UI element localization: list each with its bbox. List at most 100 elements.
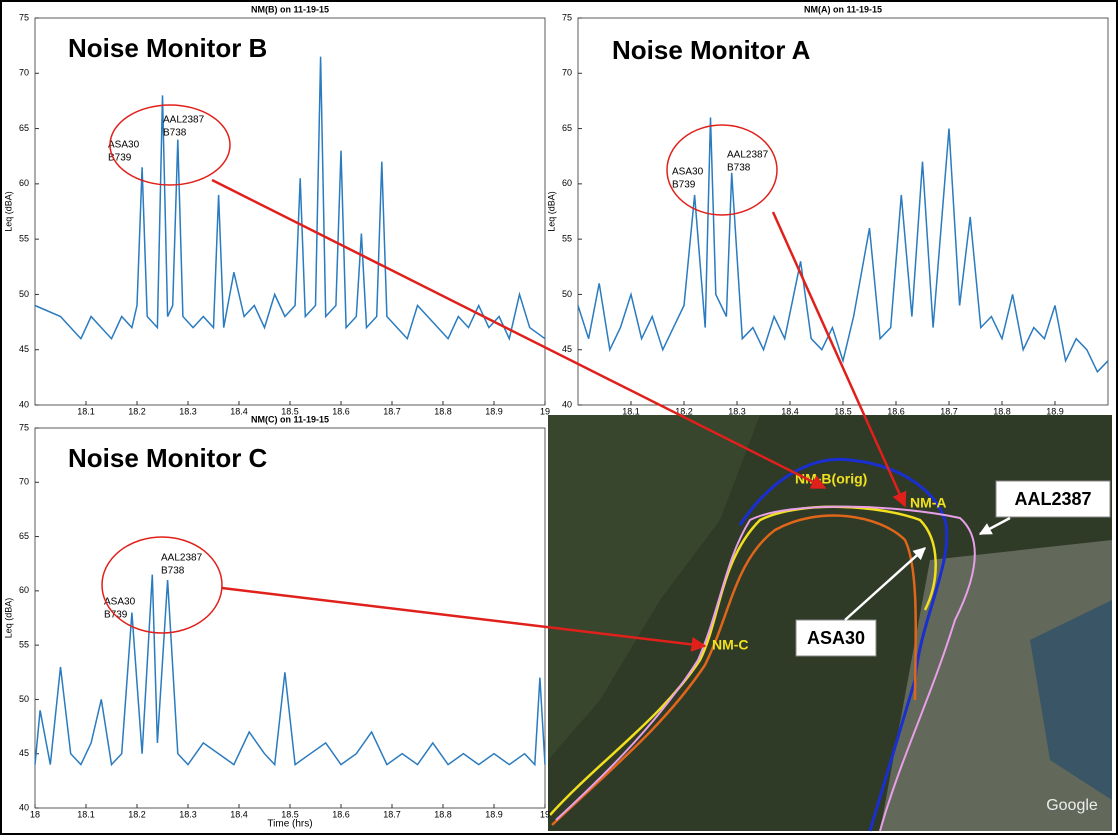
map-credit: Google xyxy=(1046,797,1098,814)
y-tick-label: 40 xyxy=(562,399,572,409)
annotation: ASA30 xyxy=(108,140,140,151)
annotation: AAL2387 xyxy=(727,150,769,161)
x-tick-label: 18 xyxy=(30,809,40,819)
y-tick-label: 50 xyxy=(562,289,572,299)
plot-area xyxy=(577,17,1109,406)
annotation: B738 xyxy=(161,566,185,577)
y-tick-label: 75 xyxy=(19,12,29,22)
callout-box xyxy=(795,619,877,657)
highlight-ellipse xyxy=(101,536,223,634)
map-label: NM-C xyxy=(712,637,749,653)
map-water xyxy=(1030,600,1112,800)
x-tick-label: 18.8 xyxy=(434,406,452,416)
chart: NM(C) on 11-19-15 Noise Monitor C Leq (dBA… xyxy=(3,414,550,829)
track-orange xyxy=(551,514,918,826)
track-blue xyxy=(738,457,949,832)
x-tick-label: 18.2 xyxy=(675,406,693,416)
connector xyxy=(771,211,907,508)
y-tick-label: 65 xyxy=(19,123,29,133)
x-tick-label: 18.6 xyxy=(332,406,350,416)
annotation: AAL2387 xyxy=(161,553,203,564)
y-tick-label: 45 xyxy=(19,344,29,354)
y-tick-label: 70 xyxy=(19,477,29,487)
line xyxy=(577,117,1109,374)
chart-heading: Noise Monitor B xyxy=(68,33,267,63)
line xyxy=(34,56,546,342)
connector xyxy=(211,178,827,490)
y-tick-label: 40 xyxy=(19,399,29,409)
y-tick-label: 50 xyxy=(19,289,29,299)
plot-area xyxy=(34,427,546,809)
charts: NM(B) on 11-19-15 Noise Monitor B Leq (dBA… xyxy=(3,4,1109,830)
x-tick-label: 18.6 xyxy=(332,809,350,819)
callout-box xyxy=(995,480,1111,518)
y-tick-label: 70 xyxy=(19,68,29,78)
annotation: B738 xyxy=(727,163,751,174)
callout-arrow xyxy=(978,516,1011,536)
y-tick-label: 40 xyxy=(19,802,29,812)
chart: NM(A) on 11-19-15 Noise Monitor A Leq (dBA… xyxy=(546,4,1109,416)
annotation: ASA30 xyxy=(672,167,704,178)
annotation: B739 xyxy=(672,180,696,191)
x-tick-label: 18.1 xyxy=(77,809,95,819)
y-tick-label: 65 xyxy=(562,123,572,133)
x-tick-label: 18.5 xyxy=(281,406,299,416)
chart-heading: Noise Monitor A xyxy=(612,35,811,65)
x-tick-label: 18.1 xyxy=(77,406,95,416)
plot-area xyxy=(34,17,546,406)
y-axis-label: Leq (dBA) xyxy=(3,191,13,232)
connectors xyxy=(211,178,907,652)
track-pink xyxy=(555,505,976,832)
y-tick-label: 50 xyxy=(19,694,29,704)
x-tick-label: 18.3 xyxy=(179,809,197,819)
x-tick-label: 18.7 xyxy=(383,406,401,416)
x-tick-label: 18.2 xyxy=(128,809,146,819)
y-tick-label: 70 xyxy=(562,68,572,78)
chart-title: NM(A) on 11-19-15 xyxy=(804,4,882,14)
callout-arrow xyxy=(844,547,926,621)
x-tick-label: 18.3 xyxy=(728,406,746,416)
x-tick-label: 18.9 xyxy=(485,809,503,819)
x-tick-label: 18.4 xyxy=(230,809,248,819)
x-tick-label: 18.4 xyxy=(230,406,248,416)
highlight-ellipse xyxy=(666,124,778,216)
x-tick-label: 18.5 xyxy=(834,406,852,416)
map-terrain xyxy=(548,415,760,760)
x-tick-label: 19 xyxy=(540,406,550,416)
y-tick-label: 60 xyxy=(19,178,29,188)
callout: ASA30 xyxy=(807,628,865,648)
y-tick-label: 60 xyxy=(562,178,572,188)
x-tick-label: 18.4 xyxy=(781,406,799,416)
annotation: B738 xyxy=(163,128,187,139)
y-axis-label: Leq (dBA) xyxy=(3,598,13,639)
track-yellow xyxy=(549,505,937,816)
x-tick-label: 18.1 xyxy=(622,406,640,416)
x-tick-label: 18.8 xyxy=(993,406,1011,416)
y-tick-label: 55 xyxy=(19,234,29,244)
x-tick-label: 18.7 xyxy=(940,406,958,416)
y-tick-label: 55 xyxy=(19,640,29,650)
x-tick-label: 18.7 xyxy=(383,809,401,819)
y-axis-label: Leq (dBA) xyxy=(546,191,556,232)
x-tick-label: 18.3 xyxy=(179,406,197,416)
x-tick-label: 18.8 xyxy=(434,809,452,819)
x-tick-label: 18.5 xyxy=(281,809,299,819)
annotation: B739 xyxy=(108,153,132,164)
callout: AAL2387 xyxy=(1014,489,1091,509)
chart-heading: Noise Monitor C xyxy=(68,443,268,473)
y-tick-label: 45 xyxy=(562,344,572,354)
x-tick-label: 18.9 xyxy=(1046,406,1064,416)
y-tick-label: 45 xyxy=(19,748,29,758)
chart-title: NM(C) on 11-19-15 xyxy=(251,414,329,424)
chart-title: NM(B) on 11-19-15 xyxy=(251,4,329,14)
highlight-ellipse xyxy=(109,104,231,186)
y-tick-label: 65 xyxy=(19,531,29,541)
y-tick-label: 75 xyxy=(562,12,572,22)
chart: NM(B) on 11-19-15 Noise Monitor B Leq (dBA… xyxy=(3,4,550,416)
line xyxy=(34,574,546,767)
annotation: ASA30 xyxy=(104,597,136,608)
x-tick-label: 18.9 xyxy=(485,406,503,416)
map-label: NM-A xyxy=(910,495,947,511)
y-tick-label: 75 xyxy=(19,422,29,432)
connector xyxy=(221,586,707,652)
